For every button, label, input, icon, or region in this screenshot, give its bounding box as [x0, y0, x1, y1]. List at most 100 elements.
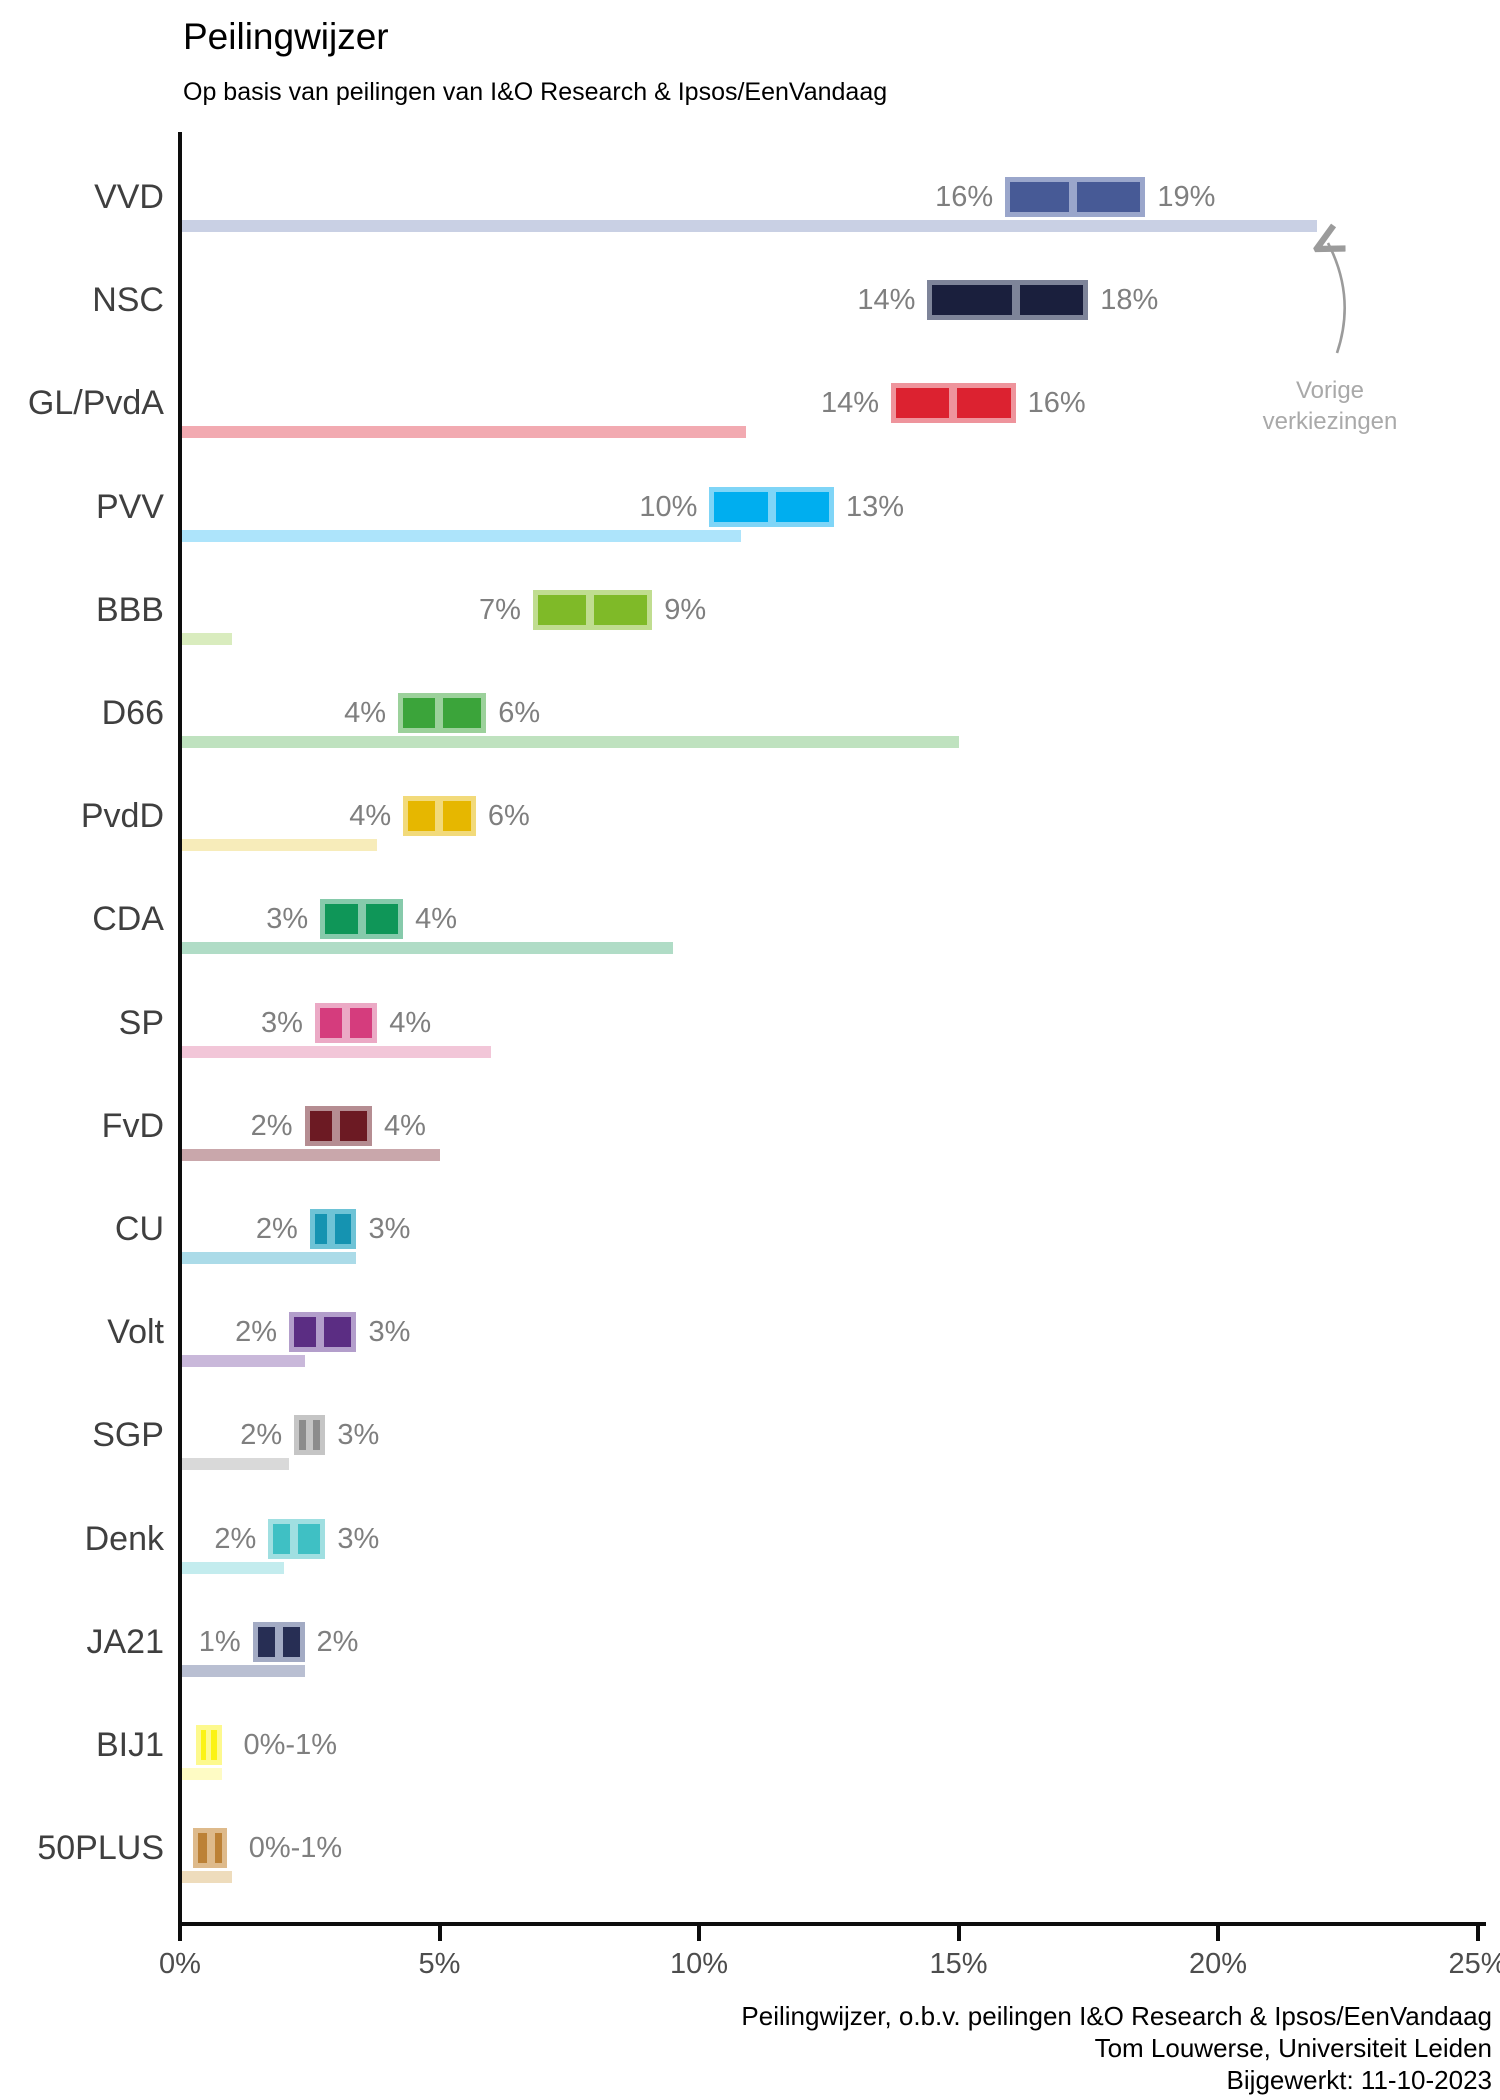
poll-interval-box — [252, 1621, 305, 1662]
party-label: D66 — [101, 694, 164, 732]
range-estimate-label: 0%-1% — [248, 1832, 343, 1865]
annotation-line-1: Vorige — [1295, 377, 1365, 404]
poll-interval-box — [709, 486, 834, 527]
high-estimate-label: 4% — [389, 1006, 432, 1039]
prev-elections-annotation: Vorige verkiezingen — [1263, 375, 1398, 437]
high-estimate-label: 3% — [368, 1213, 411, 1245]
previous-election-bar — [180, 1252, 357, 1264]
party-label: GL/PvdA — [27, 384, 164, 423]
x-tick-mark — [1475, 1926, 1480, 1941]
poll-interval-fill — [402, 698, 482, 728]
previous-election-bar — [180, 426, 746, 439]
low-estimate-label: 14% — [857, 284, 916, 317]
previous-election-bar — [180, 1664, 305, 1677]
party-label: NSC — [92, 281, 164, 320]
x-tick-label: 5% — [418, 1948, 461, 1980]
poll-interval-fill — [200, 1730, 217, 1760]
median-line — [1011, 285, 1020, 316]
median-line — [1068, 182, 1077, 212]
low-estimate-label: 2% — [214, 1522, 257, 1555]
median-line — [767, 491, 776, 522]
high-estimate-label: 6% — [487, 800, 530, 833]
median-line — [585, 594, 594, 625]
party-label: JA21 — [86, 1622, 165, 1661]
median-line — [316, 1317, 325, 1348]
low-estimate-label: 4% — [349, 800, 392, 833]
party-label: PvdD — [80, 797, 164, 836]
low-estimate-label: 3% — [261, 1006, 303, 1039]
high-estimate-label: 4% — [384, 1109, 426, 1142]
median-line — [435, 801, 444, 832]
party-label: CDA — [92, 900, 164, 939]
party-label: SP — [118, 1003, 164, 1042]
x-tick-label: 20% — [1188, 1948, 1248, 1980]
footer-updated: Bijgewerkt: 11-10-2023 — [1226, 2065, 1492, 2095]
high-estimate-label: 3% — [337, 1522, 380, 1555]
median-line — [274, 1626, 283, 1657]
median-line — [205, 1730, 212, 1760]
poll-interval-fill — [309, 1110, 368, 1141]
high-estimate-label: 19% — [1157, 181, 1216, 213]
low-estimate-label: 2% — [235, 1316, 277, 1349]
previous-election-bar — [180, 529, 741, 542]
previous-election-bar — [180, 1561, 284, 1574]
low-estimate-label: 4% — [344, 697, 386, 729]
low-estimate-label: 2% — [250, 1109, 293, 1142]
annotation-line-2: verkiezingen — [1262, 408, 1398, 435]
poll-interval-fill — [896, 388, 1011, 419]
low-estimate-label: 14% — [820, 387, 880, 420]
poll-interval-box — [403, 796, 476, 837]
poll-interval-fill — [319, 1007, 373, 1038]
x-axis-line — [178, 1922, 1486, 1926]
x-tick-label: 25% — [1448, 1948, 1500, 1980]
high-estimate-label: 16% — [1027, 387, 1086, 420]
low-estimate-label: 1% — [198, 1625, 241, 1658]
party-label: SGP — [92, 1416, 164, 1455]
median-line — [435, 698, 444, 728]
poll-interval-fill — [537, 594, 648, 625]
x-tick-mark — [178, 1926, 182, 1941]
footer-source: Peilingwijzer, o.b.v. peilingen I&O Rese… — [741, 2001, 1492, 2031]
previous-election-bar — [180, 1045, 492, 1058]
previous-election-bar — [180, 632, 232, 645]
poll-interval-box — [1005, 177, 1146, 217]
poll-interval-box — [268, 1518, 326, 1559]
x-tick-mark — [697, 1926, 701, 1941]
party-label: Volt — [107, 1313, 164, 1352]
previous-election-bar — [180, 1355, 305, 1368]
median-line — [342, 1007, 351, 1038]
poll-interval-box — [192, 1828, 227, 1869]
previous-election-bar — [180, 839, 378, 852]
low-estimate-label: 16% — [935, 181, 994, 213]
party-label: BBB — [95, 590, 164, 629]
poll-interval-box — [927, 280, 1089, 321]
x-tick-mark — [437, 1926, 442, 1941]
low-estimate-label: 7% — [479, 593, 521, 626]
high-estimate-label: 3% — [337, 1419, 380, 1452]
poll-interval-box — [397, 693, 487, 733]
previous-election-bar — [180, 220, 1317, 232]
party-label: VVD — [94, 178, 164, 216]
low-estimate-label: 2% — [255, 1213, 298, 1245]
poll-interval-fill — [197, 1833, 222, 1864]
poll-interval-box — [309, 1209, 357, 1249]
previous-election-bar — [180, 1458, 289, 1471]
high-estimate-label: 6% — [498, 697, 541, 729]
x-tick-mark — [956, 1926, 961, 1941]
poll-interval-fill — [1010, 182, 1141, 212]
party-label: 50PLUS — [37, 1829, 164, 1868]
poll-interval-fill — [408, 801, 471, 832]
page-title: Peilingwijzer — [183, 16, 389, 57]
footer-author: Tom Louwerse, Universiteit Leiden — [1094, 2033, 1492, 2063]
high-estimate-label: 18% — [1100, 284, 1159, 317]
poll-interval-box — [320, 899, 404, 940]
high-estimate-label: 9% — [664, 593, 707, 626]
x-tick-label: 10% — [669, 1948, 729, 1980]
previous-election-bar — [180, 1148, 440, 1161]
previous-election-bar — [180, 736, 959, 748]
party-label: CU — [114, 1210, 164, 1248]
x-tick-label: 0% — [159, 1948, 201, 1980]
poll-interval-box — [314, 1002, 378, 1043]
median-line — [306, 1420, 314, 1451]
